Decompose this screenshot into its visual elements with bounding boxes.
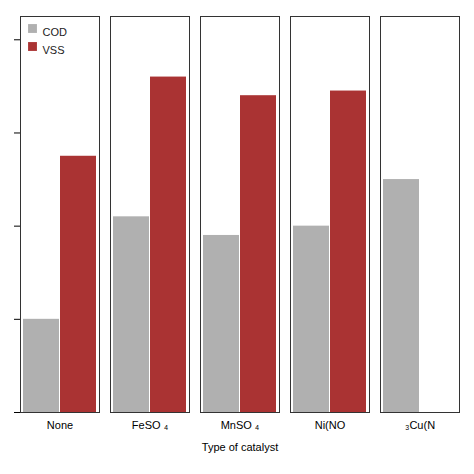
- svg-text:₃Cu(N: ₃Cu(N: [405, 419, 435, 431]
- svg-text:Type of catalyst: Type of catalyst: [202, 441, 278, 453]
- svg-text:FeSO ₄: FeSO ₄: [132, 419, 169, 431]
- svg-text:COD: COD: [43, 26, 68, 38]
- svg-text:VSS: VSS: [43, 44, 65, 56]
- svg-text:None: None: [47, 419, 73, 431]
- svg-text:Ni(NO: Ni(NO: [315, 419, 346, 431]
- svg-text:MnSO ₄: MnSO ₄: [221, 419, 260, 431]
